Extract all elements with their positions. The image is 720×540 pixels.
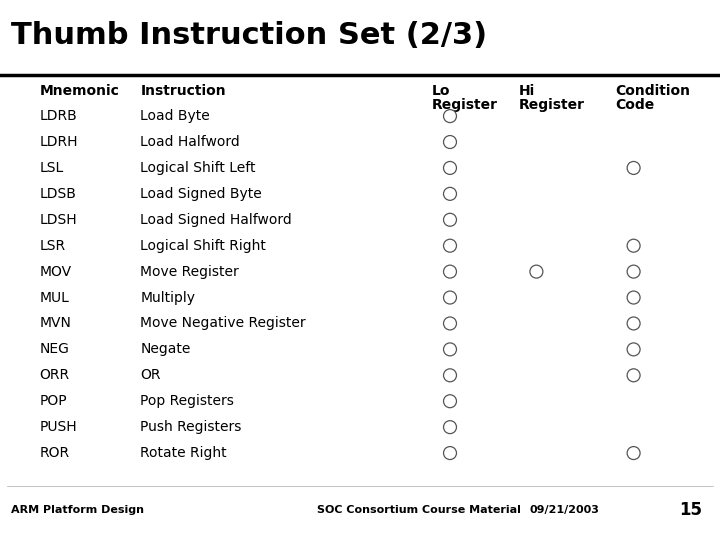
Ellipse shape	[444, 447, 456, 460]
Text: Lo: Lo	[432, 84, 451, 98]
Text: Push Registers: Push Registers	[140, 420, 242, 434]
Text: Instruction: Instruction	[140, 84, 226, 98]
Text: Logical Shift Left: Logical Shift Left	[140, 161, 256, 175]
Text: SOC Consortium Course Material: SOC Consortium Course Material	[317, 505, 521, 515]
Text: LDSB: LDSB	[40, 187, 76, 201]
Ellipse shape	[444, 265, 456, 278]
Ellipse shape	[444, 343, 456, 356]
Text: LDRB: LDRB	[40, 109, 77, 123]
Text: PUSH: PUSH	[40, 420, 77, 434]
Text: LSR: LSR	[40, 239, 66, 253]
Text: Load Signed Halfword: Load Signed Halfword	[140, 213, 292, 227]
Ellipse shape	[444, 421, 456, 434]
Text: LSL: LSL	[40, 161, 64, 175]
Ellipse shape	[627, 239, 640, 252]
Ellipse shape	[627, 291, 640, 304]
Ellipse shape	[444, 239, 456, 252]
Text: Load Signed Byte: Load Signed Byte	[140, 187, 262, 201]
Text: Move Register: Move Register	[140, 265, 239, 279]
Text: 15: 15	[679, 501, 702, 519]
Ellipse shape	[444, 187, 456, 200]
Ellipse shape	[627, 317, 640, 330]
Text: Mnemonic: Mnemonic	[40, 84, 120, 98]
Text: Thumb Instruction Set (2/3): Thumb Instruction Set (2/3)	[11, 21, 487, 50]
Text: Register: Register	[518, 98, 585, 112]
Text: ROR: ROR	[40, 446, 70, 460]
Text: Register: Register	[432, 98, 498, 112]
Text: Move Negative Register: Move Negative Register	[140, 316, 306, 330]
Text: MVN: MVN	[40, 316, 71, 330]
Text: Condition: Condition	[616, 84, 690, 98]
Ellipse shape	[444, 213, 456, 226]
Text: Negate: Negate	[140, 342, 191, 356]
Ellipse shape	[444, 110, 456, 123]
Text: LDSH: LDSH	[40, 213, 77, 227]
Text: 09/21/2003: 09/21/2003	[529, 505, 599, 515]
Ellipse shape	[444, 291, 456, 304]
Ellipse shape	[444, 369, 456, 382]
Ellipse shape	[627, 369, 640, 382]
Text: OR: OR	[140, 368, 161, 382]
Ellipse shape	[530, 265, 543, 278]
Ellipse shape	[444, 161, 456, 174]
Text: Hi: Hi	[518, 84, 535, 98]
Ellipse shape	[627, 447, 640, 460]
Text: Multiply: Multiply	[140, 291, 195, 305]
Text: Load Halfword: Load Halfword	[140, 135, 240, 149]
Ellipse shape	[444, 317, 456, 330]
Text: LDRH: LDRH	[40, 135, 78, 149]
Text: Code: Code	[616, 98, 655, 112]
Text: Logical Shift Right: Logical Shift Right	[140, 239, 266, 253]
Text: ORR: ORR	[40, 368, 70, 382]
Text: Pop Registers: Pop Registers	[140, 394, 234, 408]
Ellipse shape	[444, 395, 456, 408]
Ellipse shape	[627, 161, 640, 174]
Text: NEG: NEG	[40, 342, 69, 356]
Ellipse shape	[444, 136, 456, 148]
Text: Rotate Right: Rotate Right	[140, 446, 227, 460]
Text: ARM Platform Design: ARM Platform Design	[11, 505, 144, 515]
Text: POP: POP	[40, 394, 67, 408]
Text: MUL: MUL	[40, 291, 69, 305]
Text: Load Byte: Load Byte	[140, 109, 210, 123]
Ellipse shape	[627, 343, 640, 356]
Text: MOV: MOV	[40, 265, 72, 279]
Ellipse shape	[627, 265, 640, 278]
